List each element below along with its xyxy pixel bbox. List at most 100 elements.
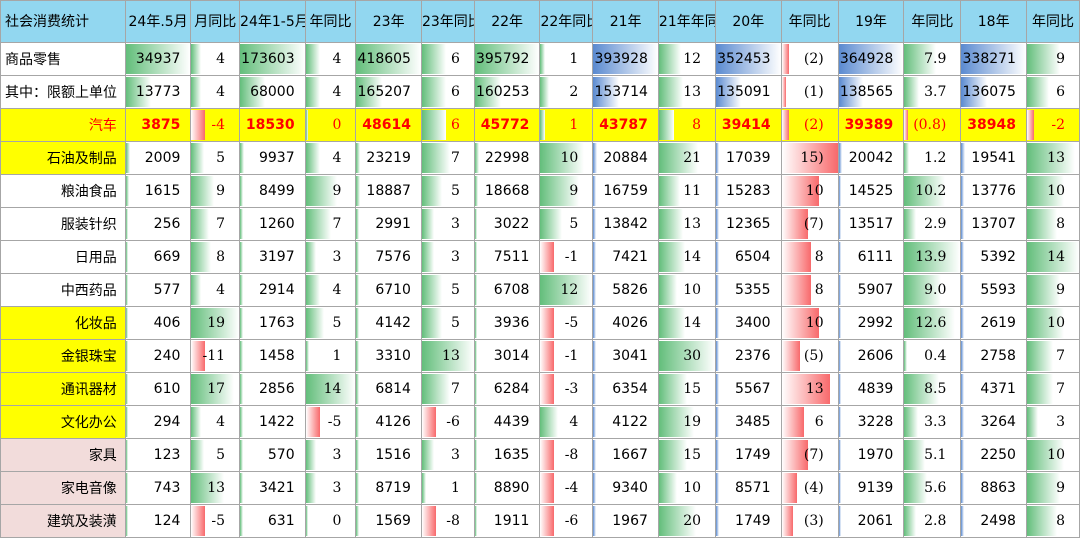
data-bar (191, 407, 202, 437)
data-bar (191, 341, 206, 371)
table-row: 日用品 669 8 3197 3 7576 3 7511 -1 7421 14 6504 8 6111 13… (0, 240, 1080, 274)
table-cell: -8 (539, 438, 594, 472)
data-bar (593, 506, 596, 536)
cell-value: -1 (564, 348, 579, 364)
table-cell: 11 (657, 174, 717, 208)
data-bar (593, 44, 658, 74)
data-bar (782, 110, 789, 140)
table-cell: 1422 (239, 405, 306, 439)
data-bar (961, 242, 964, 272)
table-cell: 3228 (837, 405, 905, 439)
table-cell: 136075 (960, 75, 1027, 109)
cell-value: 8863 (980, 480, 1016, 496)
table-cell: 6504 (715, 240, 782, 274)
cell-value: -5 (564, 315, 579, 331)
data-bar (782, 407, 805, 437)
cell-value: 18887 (366, 183, 411, 199)
table-cell: 4439 (473, 405, 541, 439)
cell-value: -5 (211, 513, 226, 529)
data-bar (475, 242, 478, 272)
table-cell: 631 (239, 504, 306, 538)
data-bar (961, 308, 964, 338)
data-bar (593, 440, 596, 470)
data-bar (126, 209, 129, 239)
table-cell: 8719 (355, 471, 422, 505)
data-bar (306, 473, 317, 503)
data-bar (659, 209, 684, 239)
data-bar (659, 341, 715, 371)
data-bar (782, 77, 786, 107)
table-cell: 21 (657, 141, 717, 175)
data-bar (475, 407, 478, 437)
header-cell: 22年同比 (539, 0, 594, 43)
table-cell: 7 (420, 372, 475, 406)
cell-value: -5 (327, 414, 342, 430)
table-cell: 2 (539, 75, 594, 109)
table-cell: 19541 (960, 141, 1027, 175)
data-bar (422, 77, 446, 107)
data-bar (540, 242, 555, 272)
cell-value: 3 (450, 447, 460, 463)
data-bar (961, 440, 964, 470)
table-cell: 23219 (355, 141, 422, 175)
cell-value: 0.4 (924, 348, 947, 364)
cell-value: 7 (332, 216, 342, 232)
cell-value: 2009 (144, 150, 181, 166)
table-cell: 19 (190, 306, 241, 340)
cell-value: 8 (692, 117, 702, 133)
cell-value: 135091 (717, 84, 771, 100)
cell-value: 10 (1047, 315, 1065, 331)
data-bar (716, 473, 719, 503)
table-cell: 5.6 (903, 471, 962, 505)
data-bar (240, 374, 243, 404)
table-cell: 1569 (355, 504, 422, 538)
table-row: 化妆品 406 19 1763 5 4142 5 3936 -5 4026 14 3400 10 2992… (0, 306, 1080, 340)
data-bar (904, 275, 941, 305)
cell-value: 2914 (258, 282, 295, 298)
table-cell: 39389 (837, 108, 905, 142)
cell-value: 9 (332, 183, 342, 199)
cell-value: 10 (683, 480, 702, 496)
cell-value: 7 (1056, 381, 1065, 397)
table-cell: 4 (190, 405, 241, 439)
table-cell: 7.9 (903, 42, 962, 76)
data-bar (475, 440, 478, 470)
cell-value: 2992 (857, 315, 894, 331)
data-bar (659, 374, 687, 404)
data-bar (356, 176, 360, 206)
table-cell: 10 (1025, 174, 1080, 208)
data-bar (126, 341, 129, 371)
data-bar (782, 143, 838, 173)
table-cell: -5 (304, 405, 357, 439)
table-cell: 743 (124, 471, 192, 505)
data-bar (659, 506, 697, 536)
cell-value: 4 (216, 282, 226, 298)
cell-value: (4) (803, 480, 824, 496)
cell-value: 1 (569, 117, 579, 133)
cell-value: 17 (207, 381, 226, 397)
data-bar (306, 374, 355, 404)
table-cell: 15 (657, 372, 717, 406)
data-bar (593, 407, 596, 437)
cell-value: 13842 (603, 216, 648, 232)
data-bar (422, 176, 442, 206)
data-bar (540, 374, 555, 404)
header-cell: 22年 (473, 0, 541, 43)
data-bar (126, 374, 129, 404)
table-cell: 4122 (592, 405, 659, 439)
table-cell: 17 (190, 372, 241, 406)
table-cell: 173603 (239, 42, 306, 76)
cell-value: 4 (216, 414, 226, 430)
cell-value: 19541 (971, 150, 1016, 166)
table-cell: 30 (657, 339, 717, 373)
table-cell: 2498 (960, 504, 1027, 538)
cell-value: 8 (1056, 513, 1065, 529)
data-bar (659, 275, 678, 305)
data-bar (422, 407, 436, 437)
data-bar (1027, 44, 1061, 74)
data-bar (240, 341, 243, 371)
table-cell: -4 (190, 108, 241, 142)
cell-value: 34937 (135, 51, 181, 67)
table-row: 粮油食品 1615 9 8499 9 18887 5 18668 9 16759 11 15283 10… (0, 174, 1080, 208)
data-bar (126, 242, 129, 272)
